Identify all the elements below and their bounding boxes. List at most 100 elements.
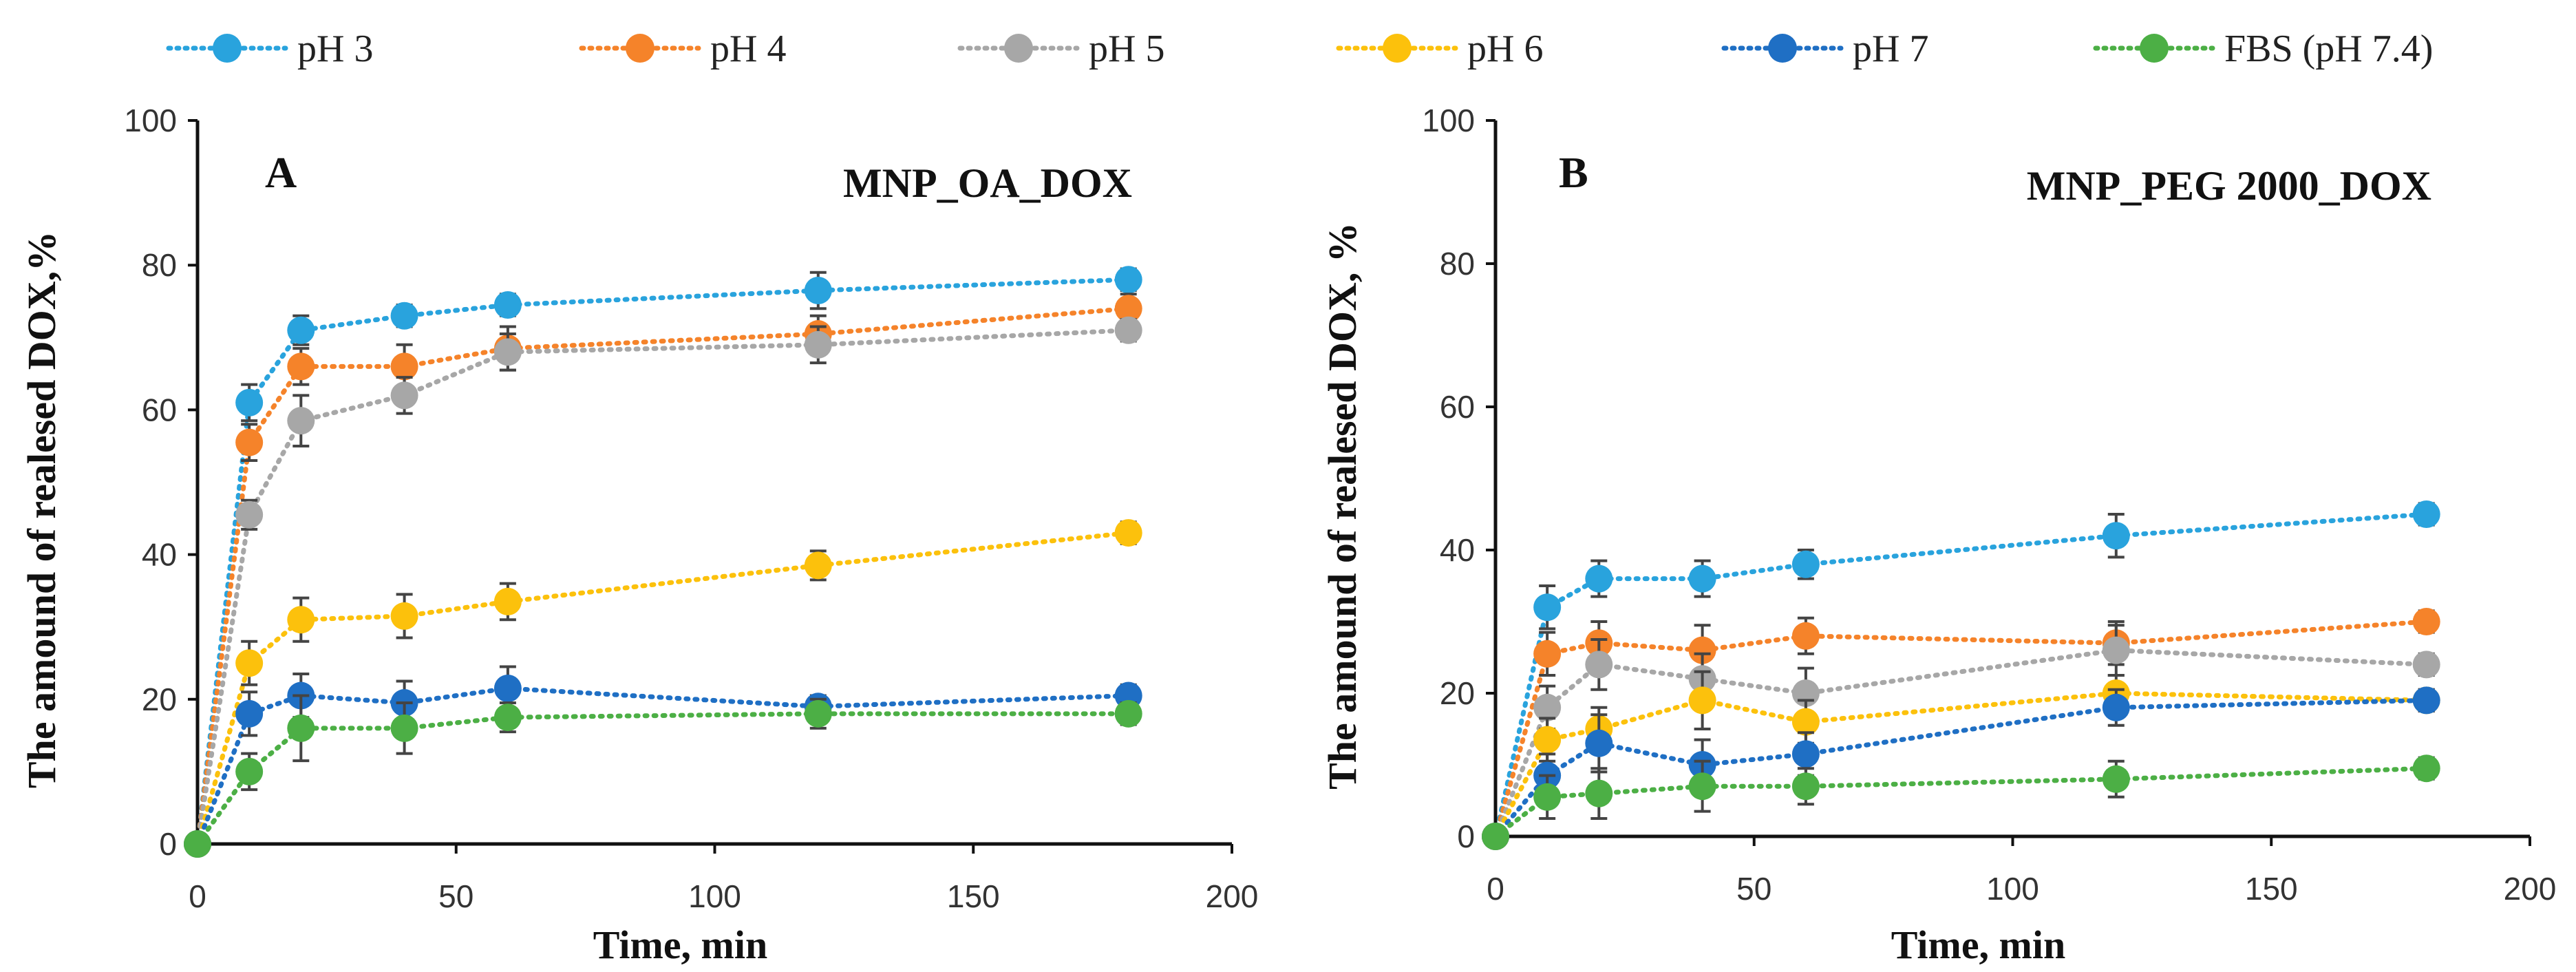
legend-marker [1383,34,1412,63]
legend-marker [1004,34,1033,63]
x-tick-label: 200 [1206,878,1259,914]
chart-panel-a: 0 20 40 60 80 100 0 50 100 150 200 Time, min The amo… [19,103,1258,967]
chart-panel-b: 0 20 40 60 80 100 0 50 100 150 200 Time, min The amo… [1320,103,2556,967]
y-axis-title: The amound of realesed DOX, % [1320,222,1365,790]
data-point [1482,823,1509,850]
x-tick-label: 150 [2245,871,2298,907]
data-point [493,291,522,319]
panel-title: MNP_OA_DOX [843,160,1132,206]
legend: pH 3 pH 4 pH 5 pH 6 pH 7 FBS (pH 7.4) [166,28,2433,70]
data-point [235,649,264,677]
data-point [390,352,418,381]
legend-item-ph-3: pH 3 [166,28,373,70]
data-point [390,302,418,330]
y-tick-label: 80 [1440,246,1475,282]
legend-item-ph-4: pH 4 [579,28,786,70]
x-tick-label: 50 [438,878,473,914]
legend-item-ph-5: pH 5 [957,28,1164,70]
data-point [493,338,522,366]
data-point [1688,564,1716,593]
axes: 0 20 40 60 80 100 0 50 100 150 200 [1422,103,2556,907]
data-point [1688,636,1716,664]
data-point [235,500,264,529]
data-point [1585,729,1613,757]
series-ph-6 [1482,670,2440,850]
data-point [2102,636,2130,664]
data-point [235,757,264,785]
data-point [235,388,264,416]
legend-label: FBS (pH 7.4) [2224,28,2433,70]
data-point [287,606,315,634]
data-point [1114,699,1142,728]
data-point [1585,651,1613,679]
y-tick-label: 20 [142,682,177,717]
series-line [195,711,1131,847]
series-ph-6 [184,519,1142,858]
series-ph-3 [184,266,1142,858]
y-tick-label: 20 [1440,675,1475,711]
panel-letter: A [265,148,297,197]
data-point [1688,772,1716,801]
series-line [195,328,1131,847]
x-tick-label: 50 [1736,871,1771,907]
series-line [1493,511,2429,839]
x-axis-title: Time, min [1891,922,2066,967]
y-tick-label: 100 [1422,103,1475,138]
data-point [235,428,264,456]
data-point [1114,519,1142,547]
data-point [235,699,264,728]
y-tick-label: 60 [1440,389,1475,425]
series-line [195,277,1131,847]
data-point [804,330,832,359]
data-point [287,407,315,435]
data-point [287,714,315,742]
x-tick-label: 100 [688,878,741,914]
data-point [390,714,418,742]
y-tick-label: 0 [159,826,177,862]
data-point [1688,686,1716,715]
axes: 0 20 40 60 80 100 0 50 100 150 200 [124,103,1258,914]
data-point [1791,708,1820,736]
data-point [287,352,315,381]
x-tick-label: 100 [1986,871,2039,907]
data-point [804,276,832,304]
series-fbs-ph-7-4 [184,694,1142,858]
data-point [1585,779,1613,807]
legend-marker [1768,34,1797,63]
data-point [804,551,832,580]
data-point [1114,266,1142,294]
series-ph-5 [184,316,1142,858]
series-ph-7 [1482,686,2440,850]
data-point [1114,295,1142,323]
data-point [493,587,522,615]
series-line [1493,765,2429,839]
y-tick-label: 40 [1440,532,1475,568]
y-tick-label: 0 [1457,818,1475,854]
data-point [1791,740,1820,768]
y-axis-title: The amound of realesed DOX,% [19,231,64,788]
data-point [1533,640,1562,668]
series-line [195,530,1131,847]
data-point [2102,765,2130,793]
series-line [195,686,1131,847]
series-fbs-ph-7-4 [1482,754,2440,850]
series-ph-7 [184,665,1142,858]
series-line [1493,619,2429,839]
legend-item-ph-7: pH 7 [1721,28,1928,70]
data-point [390,602,418,630]
legend-label: pH 7 [1853,28,1928,70]
x-axis-title: Time, min [593,922,768,967]
legend-label: pH 3 [297,28,373,70]
x-tick-label: 0 [1487,871,1504,907]
y-tick-label: 60 [142,392,177,427]
series-ph-5 [1482,624,2440,850]
panel-letter: B [1559,148,1588,197]
data-point [2102,693,2130,721]
series-ph-3 [1482,500,2440,850]
data-point [1533,693,1562,721]
data-point [2412,754,2440,783]
data-point [287,316,315,344]
data-point [2412,608,2440,635]
data-point [1114,316,1142,344]
